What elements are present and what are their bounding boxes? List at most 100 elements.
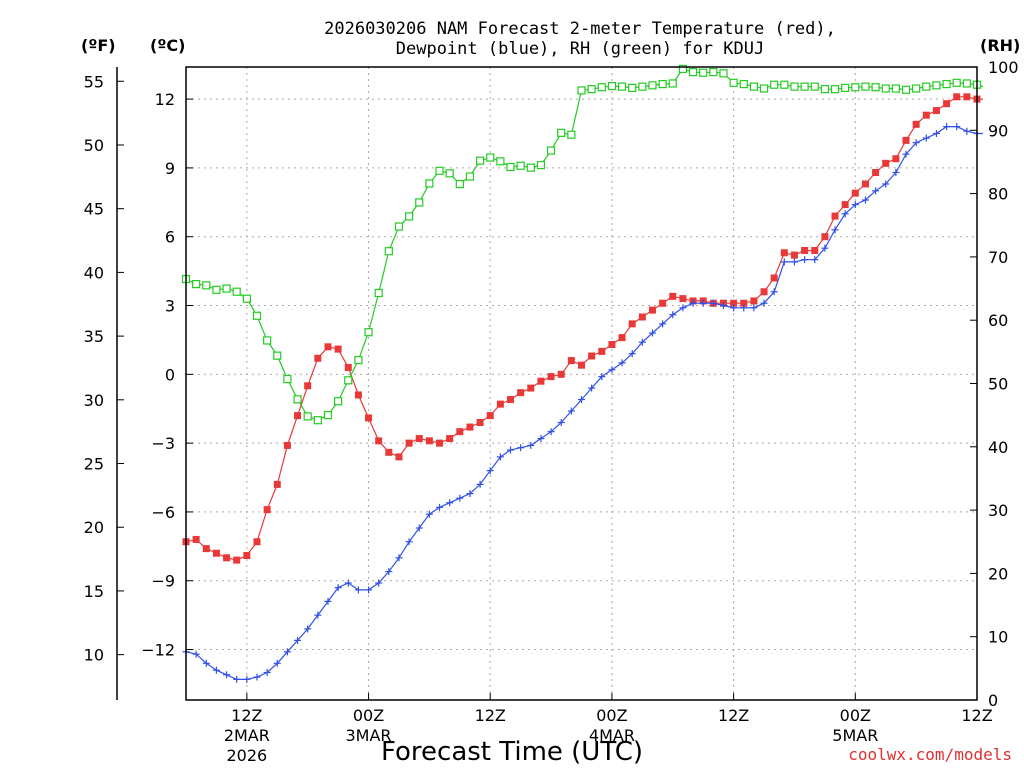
rh-tick-label: 60 (988, 311, 1008, 330)
dewpoint-point (1014, 121, 1021, 128)
rh-point (222, 284, 231, 293)
dewpoint-point (588, 384, 596, 392)
temperature-point (557, 370, 565, 378)
dewpoint-point (719, 302, 727, 310)
rh-point (994, 87, 1001, 94)
dewpoint-point (953, 123, 961, 131)
dewpoint-point (892, 169, 900, 176)
temperature-point (212, 549, 220, 557)
rh-point (506, 162, 515, 172)
x-axis-title: Forecast Time (UTC) (381, 737, 643, 767)
temperature-point (294, 412, 302, 420)
temperature-point (831, 212, 839, 220)
rh-point (830, 85, 840, 94)
temperature-point (578, 361, 585, 369)
dewpoint-point (283, 648, 291, 656)
temperature-point (517, 389, 525, 397)
dewpoint-point (618, 359, 626, 367)
rh-tick-label: 30 (988, 501, 1008, 520)
temperature-point (385, 448, 393, 456)
temperature-point (486, 412, 494, 420)
rh-point (597, 83, 606, 92)
temperature-point (537, 377, 545, 385)
rh-point (334, 397, 343, 406)
temperature-point (801, 246, 809, 254)
rh-point (688, 67, 698, 77)
rh-point (323, 411, 333, 420)
rh-point (658, 79, 667, 89)
rh-point (263, 336, 272, 345)
rh-point (699, 68, 708, 77)
rh-point (984, 84, 991, 91)
plot-frame (185, 66, 978, 701)
temperature-point (436, 439, 444, 447)
dewpoint-point (344, 579, 352, 587)
rh-point (1004, 88, 1011, 95)
dewpoint-point (537, 435, 545, 443)
temperature-point (892, 155, 900, 163)
dewpoint-point (354, 586, 362, 594)
dewpoint-point (223, 671, 231, 679)
rh-point (759, 84, 769, 93)
fahrenheit-tick-label: 40 (84, 263, 104, 282)
dewpoint-point (273, 659, 281, 667)
dewpoint-point (659, 320, 667, 328)
dewpoint-point (557, 418, 565, 426)
dewpoint-point (405, 538, 413, 546)
temperature-point (902, 136, 910, 144)
rh-point (820, 85, 829, 94)
dewpoint-point (638, 338, 646, 346)
rh-tick-label: 80 (988, 185, 1008, 204)
dewpoint-point (811, 256, 819, 264)
rh-point (952, 78, 961, 87)
temperature-point (507, 396, 515, 404)
rh-point (607, 81, 617, 91)
dewpoint-point (436, 503, 444, 511)
series-layer (181, 64, 1021, 683)
dewpoint-point (456, 494, 464, 502)
dewpoint-point (202, 659, 210, 667)
dewpoint-point (699, 299, 707, 307)
dewpoint-point (963, 127, 971, 135)
x-tick-label: 00Z (840, 706, 871, 725)
rh-point (536, 161, 546, 170)
rh-point (303, 412, 312, 421)
celsius-tick-label: 0 (165, 365, 175, 384)
celsius-tick-label: −9 (151, 572, 175, 591)
series-open-square-group (181, 64, 1011, 425)
temperature-point (354, 391, 362, 399)
fahrenheit-axis: 55 50 45 40 35 30 25 20 15 10 (84, 67, 124, 700)
rh-point (496, 157, 505, 166)
temperature-point (730, 299, 738, 307)
dewpoint-point (669, 311, 677, 319)
rh-point (770, 80, 779, 89)
rh-point (425, 179, 434, 188)
temperature-point (943, 100, 951, 108)
temperature-point (618, 334, 626, 342)
temperature-point (841, 201, 849, 209)
temperature-point (415, 435, 423, 443)
dewpoint-point (882, 180, 890, 188)
temperature-point (588, 352, 596, 360)
temperature-point (953, 93, 961, 101)
rh-point (455, 180, 464, 189)
temperature-point (223, 554, 231, 562)
rh-point (678, 64, 688, 73)
rh-point (283, 374, 292, 384)
temperature-point (994, 98, 1001, 105)
rh-point (313, 416, 322, 425)
dewpoint-point (821, 244, 829, 252)
temperature-point (669, 292, 677, 300)
dewpoint-point (314, 611, 322, 619)
celsius-axis: 12 9 6 3 0 −3 −6 −9 −12 (141, 90, 193, 660)
rh-point (739, 79, 748, 89)
rh-point (344, 376, 353, 385)
dewpoint-point (466, 490, 474, 498)
rh-tick-label: 100 (988, 58, 1019, 77)
rh-point (729, 78, 738, 87)
rh-tick-label: 40 (988, 438, 1008, 457)
dewpoint-point (507, 446, 515, 454)
temperature-point (395, 453, 403, 461)
rh-tick-label: 10 (988, 628, 1008, 647)
